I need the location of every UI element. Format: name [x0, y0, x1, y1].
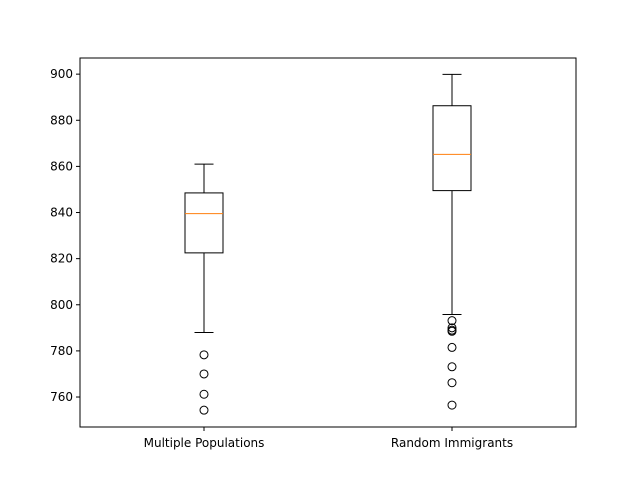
outlier-point: [447, 378, 457, 388]
outlier-point: [199, 389, 209, 399]
box-group: [432, 73, 472, 410]
y-tick-label: 840: [50, 206, 73, 220]
x-tick-label: Multiple Populations: [144, 436, 265, 450]
outlier-point: [447, 362, 457, 372]
outlier-point: [447, 342, 457, 352]
plot-area: [80, 58, 576, 427]
y-tick-label: 860: [50, 159, 73, 173]
y-tick-label: 760: [50, 390, 73, 404]
boxes: [184, 73, 472, 415]
y-axis: 760 780 800 820 840 860 880 900: [50, 67, 80, 404]
outlier-point: [199, 350, 209, 360]
outlier-point: [447, 326, 457, 336]
plot-frame: [79, 57, 577, 428]
y-tick-label: 800: [50, 298, 73, 312]
x-tick-label: Random Immigrants: [391, 436, 513, 450]
y-tick-label: 900: [50, 67, 73, 81]
y-tick-label: 880: [50, 113, 73, 127]
y-tick-label: 820: [50, 252, 73, 266]
outlier-point: [199, 405, 209, 415]
outlier-point: [447, 316, 457, 326]
iqr-box: [184, 192, 224, 254]
outlier-point: [199, 369, 209, 379]
iqr-box: [432, 105, 472, 192]
outlier-point: [447, 323, 457, 333]
y-tick-label: 780: [50, 344, 73, 358]
box-group: [184, 163, 224, 415]
outlier-point: [447, 400, 457, 410]
x-axis: Multiple Populations Random Immigrants: [144, 427, 513, 450]
